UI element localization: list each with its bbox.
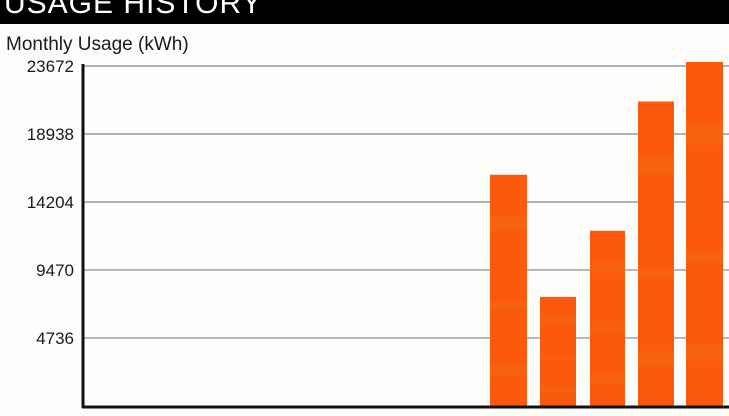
y-tick-label-4: 23672	[27, 57, 74, 76]
bar-5-band-2	[686, 344, 723, 362]
bar-5-band-0	[686, 123, 723, 145]
bar-3	[590, 230, 625, 406]
y-tick-label-3: 18938	[27, 125, 74, 144]
bar-5-band-1	[686, 251, 723, 262]
y-tick-label-2: 14204	[27, 193, 74, 212]
chart-title: Monthly Usage (kWh)	[6, 34, 189, 55]
bar-2	[540, 296, 576, 406]
bar-3-band-0	[590, 262, 625, 273]
bar-1-band-1	[490, 301, 527, 309]
bar-4-band-0	[638, 156, 674, 175]
bar-4	[638, 101, 674, 406]
header-title: USAGE HISTORY	[4, 0, 263, 20]
bar-1-band-0	[490, 216, 527, 231]
bar-1	[490, 174, 527, 406]
header-bar: USAGE HISTORY	[0, 0, 729, 24]
bar-3-band-2	[590, 374, 625, 384]
bar-3-band-1	[590, 327, 625, 333]
y-tick-label-0: 4736	[36, 329, 74, 348]
bar-4-band-2	[638, 351, 674, 367]
bar-2-band-1	[540, 356, 576, 361]
bar-2-band-0	[540, 316, 576, 324]
bar-4-band-1	[638, 268, 674, 279]
bar-5	[686, 62, 723, 406]
y-tick-label-1: 9470	[36, 261, 74, 280]
bar-2-band-2	[540, 386, 576, 392]
bar-1-band-2	[490, 364, 527, 376]
